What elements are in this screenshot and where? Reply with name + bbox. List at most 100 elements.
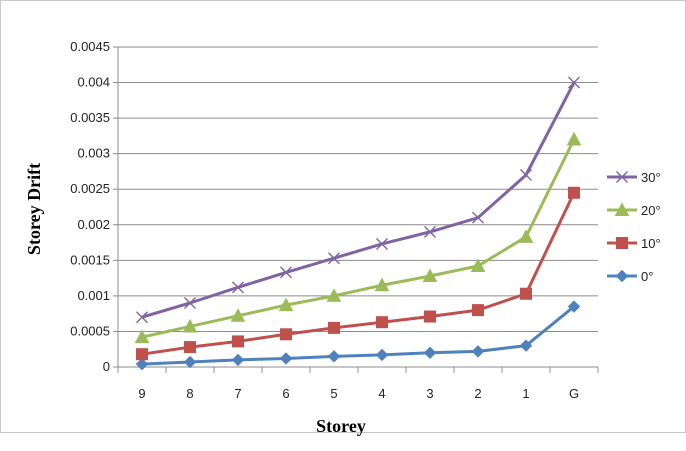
x-tick-labels: 9 8 7 6 5 4 3 2 1 G — [138, 386, 579, 401]
data-point — [520, 287, 532, 300]
data-point — [279, 352, 293, 365]
y-tick-labels: 0 0.0005 0.001 0.0015 0.002 0.0025 0.003 0.0035… — [70, 39, 110, 374]
series-line — [141, 81, 576, 319]
x-axis-title: Storey — [316, 416, 366, 436]
data-point — [424, 225, 436, 238]
legend-marker — [616, 237, 628, 249]
chart-frame — [0, 0, 686, 433]
data-point-b — [232, 281, 244, 294]
data-point — [424, 310, 436, 323]
legend-marker-b — [616, 171, 628, 183]
data-point — [422, 268, 438, 282]
y-tick-label: 0.003 — [77, 146, 110, 161]
data-point — [136, 311, 148, 324]
data-point — [423, 346, 437, 359]
x-tick-label: 8 — [186, 386, 193, 401]
y-tick-label: 0.002 — [77, 217, 110, 232]
gridlines — [113, 46, 599, 373]
legend-entry: 10° — [607, 236, 661, 251]
x-tick-label: 4 — [378, 386, 385, 401]
legend-marker — [614, 202, 630, 216]
legend-label: 20° — [641, 203, 661, 218]
data-point — [568, 76, 580, 89]
legend-label: 30° — [641, 170, 661, 185]
data-point — [278, 297, 294, 312]
data-point-b — [568, 76, 580, 89]
data-point — [568, 186, 580, 199]
x-tick-label: 1 — [522, 386, 529, 401]
data-point — [326, 288, 342, 302]
series-triangle — [134, 131, 582, 344]
data-point-b — [136, 311, 148, 324]
data-point — [376, 316, 388, 329]
y-tick-label: 0.0045 — [70, 39, 110, 54]
legend-entry: 20° — [607, 202, 661, 218]
data-point — [519, 339, 533, 352]
data-point-b — [376, 237, 388, 250]
data-point — [134, 329, 150, 344]
data-point — [280, 266, 292, 279]
x-tick-label: 2 — [474, 386, 481, 401]
data-point — [182, 318, 198, 333]
data-point — [376, 237, 388, 250]
legend-marker — [615, 269, 629, 283]
series-diamond — [135, 300, 581, 371]
data-point — [472, 304, 484, 317]
data-point — [184, 341, 196, 354]
legend-entry: 0° — [607, 269, 653, 284]
data-point — [470, 258, 486, 273]
legend-marker — [616, 171, 628, 183]
data-point — [374, 277, 390, 292]
data-point — [327, 350, 341, 363]
data-point-b — [328, 252, 340, 265]
data-point-b — [280, 266, 292, 279]
data-point — [230, 308, 246, 322]
data-point — [520, 169, 532, 181]
series-line — [141, 305, 575, 366]
data-point — [232, 281, 244, 294]
x-tick-label: 5 — [330, 386, 337, 401]
y-tick-label: 0.004 — [77, 75, 110, 90]
data-point-b — [520, 169, 532, 181]
y-tick-label: 0.0035 — [70, 110, 110, 125]
data-point — [184, 297, 196, 309]
x-tick-label: G — [569, 386, 579, 401]
data-point — [136, 348, 148, 361]
y-tick-label: 0.0025 — [70, 181, 110, 196]
data-point — [280, 328, 292, 341]
data-point — [471, 345, 485, 358]
y-tick-label: 0.0015 — [70, 252, 110, 267]
series-square — [136, 186, 580, 361]
data-point-b — [184, 297, 196, 309]
data-point — [328, 252, 340, 265]
data-point — [567, 300, 581, 313]
x-tick-label: 3 — [426, 386, 433, 401]
data-point — [566, 131, 582, 146]
data-point — [231, 353, 245, 367]
legend-entry: 30° — [607, 170, 661, 185]
y-axis-title: Storey Drift — [24, 163, 44, 255]
series-line — [141, 192, 576, 356]
data-point — [135, 357, 149, 371]
legend: 30° 20° 10° 0° — [607, 170, 661, 284]
legend-label: 10° — [641, 236, 661, 251]
x-tick-label: 6 — [282, 386, 289, 401]
y-tick-label: 0.0005 — [70, 323, 110, 338]
y-tick-label: 0.001 — [77, 288, 110, 303]
data-point — [472, 211, 484, 224]
series-layer — [134, 76, 582, 371]
x-tick-label: 9 — [138, 386, 145, 401]
data-point-b — [424, 225, 436, 238]
x-tick-label: 7 — [234, 386, 241, 401]
legend-label: 0° — [641, 269, 653, 284]
y-tick-label: 0 — [103, 359, 110, 374]
data-point — [518, 229, 534, 243]
data-point — [183, 355, 197, 369]
series-x — [136, 76, 580, 324]
data-point — [375, 348, 389, 362]
series-line — [141, 138, 576, 339]
data-point — [328, 321, 340, 334]
data-point-b — [472, 211, 484, 224]
